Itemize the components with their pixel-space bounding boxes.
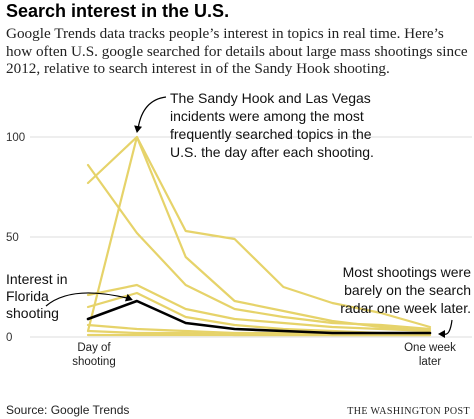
series-line [86,163,432,331]
annotation-week-later: Most shootings were barely on the search r… [340,264,471,316]
x-tick-label: Day of shooting [72,342,115,368]
annotation-peak: The Sandy Hook and Las Vegas incidents we… [170,90,374,160]
arrow-week-later-head [438,330,445,338]
publisher-brand: THE WASHINGTON POST [347,406,470,417]
arrow-florida-head [124,293,133,302]
chart-title: Search interest in the U.S. [6,1,230,21]
annotation-florida: Interest in Florida shooting [6,271,67,321]
y-tick-label: 0 [6,332,12,344]
arrow-peak-line [137,96,167,131]
series-line [86,283,432,333]
chart-subtitle: Google Trends data tracks people’s inter… [6,25,468,77]
arrow-florida-line [45,292,132,307]
series-line [86,135,432,329]
y-tick-label: 100 [6,132,25,144]
arrow-peak-head [134,125,143,133]
x-tick-label: One week later [404,342,456,368]
series-line [86,135,432,333]
arrow-week-later-line [443,319,453,335]
series-line-florida [86,299,432,335]
source-note: Source: Google Trends [6,403,129,417]
y-tick-label: 50 [6,232,19,244]
